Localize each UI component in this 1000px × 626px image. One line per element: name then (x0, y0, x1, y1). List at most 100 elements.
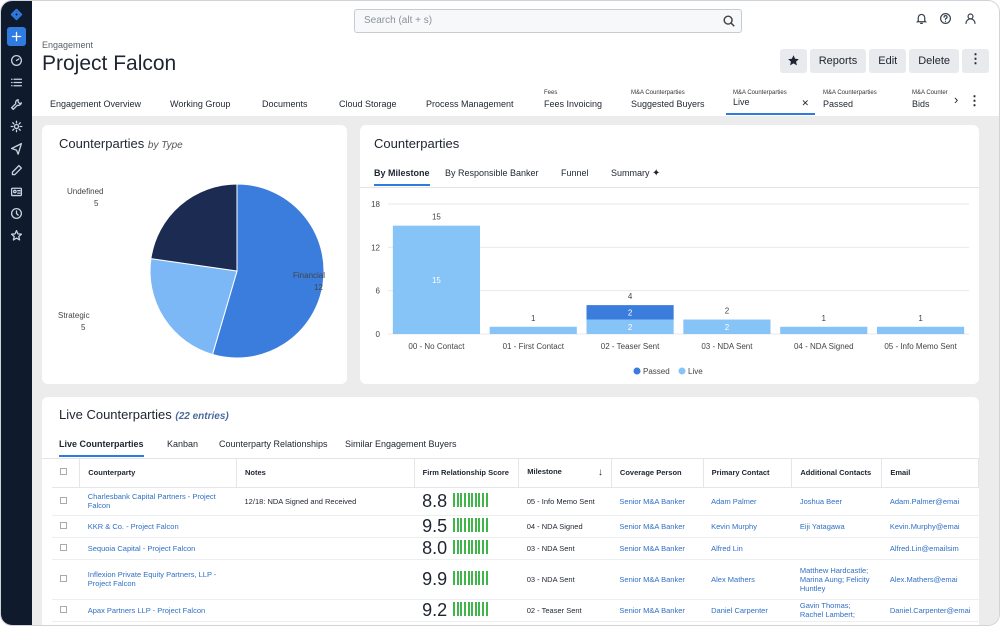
tab-engagement-overview[interactable]: Engagement Overview (50, 89, 145, 115)
tab-bids[interactable]: M&A Counter Bids (912, 89, 952, 115)
send-icon[interactable] (8, 140, 25, 157)
subtab-by-responsible-banker[interactable]: By Responsible Banker (445, 168, 539, 178)
search-icon[interactable] (722, 14, 736, 28)
favorite-button[interactable] (779, 49, 807, 73)
score-bar (460, 571, 463, 585)
cell-coverage[interactable]: Senior M&A Banker (619, 521, 685, 531)
cell-primary-contact[interactable]: Alfred Lin (711, 543, 743, 553)
close-tab-icon[interactable]: ✕ (801, 98, 809, 108)
score-bar (456, 540, 459, 554)
cell-additional-contacts[interactable]: Matthew Hardcastle; Marina Aung; Felicit… (799, 565, 870, 593)
list-icon[interactable] (8, 74, 25, 91)
col-coverage[interactable]: Coverage Person (611, 459, 704, 488)
cell-counterparty[interactable]: Charlesbank Capital Partners - Project F… (87, 492, 216, 510)
tab-process-management[interactable]: Process Management (426, 89, 521, 115)
reports-button[interactable]: Reports (809, 49, 867, 73)
cell-email[interactable]: Alfred.Lin@emailsim (889, 543, 959, 553)
cell-coverage[interactable]: Senior M&A Banker (619, 574, 685, 584)
list-tab-live[interactable]: Live Counterparties (59, 439, 144, 457)
tab-cloud-storage[interactable]: Cloud Storage (339, 89, 404, 115)
subtab-summary[interactable]: Summary ✦ (611, 168, 660, 179)
table-row[interactable]: KKR & Co. - Project Falcon 9.5 04 - NDA Si… (52, 515, 979, 538)
cell-email[interactable]: Alex.Mathers@emai (889, 574, 958, 584)
tab-passed[interactable]: M&A Counterparties Passed (823, 89, 898, 115)
delete-button[interactable]: Delete (909, 49, 959, 73)
add-icon[interactable] (7, 27, 26, 46)
wrench-icon[interactable] (8, 96, 25, 113)
cell-counterparty[interactable]: KKR & Co. - Project Falcon (87, 521, 179, 531)
cell-additional-contacts[interactable]: Gavin Thomas; Rachel Lambert; (799, 601, 855, 619)
score-bar (463, 493, 466, 507)
list-tab-similar-buyers[interactable]: Similar Engagement Buyers (345, 439, 457, 449)
search-input[interactable]: Search (alt + s) (354, 9, 742, 33)
cell-primary-contact[interactable]: Daniel Carpenter (711, 605, 768, 615)
help-icon[interactable] (939, 12, 952, 28)
col-score[interactable]: Firm Relationship Score (414, 459, 520, 488)
cell-additional-contacts-td: Matthew Hardcastle; Marina Aung; Felicit… (791, 559, 882, 600)
list-tab-kanban[interactable]: Kanban (167, 439, 199, 449)
list-title-text: Live Counterparties (59, 407, 172, 422)
tab-sup: M&A Counterparties (823, 90, 877, 96)
sort-down-icon[interactable]: ↓ (597, 467, 603, 479)
star-icon[interactable] (8, 227, 25, 244)
cell-primary-contact[interactable]: Adam Palmer (711, 496, 757, 506)
logo-icon[interactable] (8, 6, 25, 23)
cell-primary-contact[interactable]: Kevin Murphy (711, 521, 757, 531)
user-icon[interactable] (964, 12, 977, 28)
cell-email[interactable]: Kevin.Murphy@emai (889, 521, 960, 531)
cell-email[interactable]: Daniel.Carpenter@emai (889, 605, 971, 615)
tabs-more-icon[interactable]: ⋮ (968, 93, 981, 108)
cell-additional-contacts[interactable]: Joshua Beer (799, 496, 843, 506)
row-select-cell (52, 559, 80, 600)
edit-button[interactable]: Edit (869, 49, 907, 73)
cell-counterparty[interactable]: Sequoia Capital - Project Falcon (87, 543, 196, 553)
row-checkbox[interactable] (60, 496, 67, 504)
bell-icon[interactable] (915, 12, 928, 28)
pie-value-financial: 12 (314, 283, 323, 292)
cell-counterparty[interactable]: Inflexion Private Equity Partners, LLP -… (87, 570, 217, 588)
select-all-checkbox[interactable] (60, 468, 67, 476)
subtab-funnel[interactable]: Funnel (561, 168, 589, 178)
main-content: Counterparties by Type Financial 12 Strate… (32, 116, 999, 625)
tab-documents[interactable]: Documents (262, 89, 317, 115)
score-bar (463, 571, 466, 585)
col-additional-contacts[interactable]: Additional Contacts (791, 459, 883, 488)
tab-live[interactable]: M&A Counterparties Live ✕ (726, 89, 815, 115)
row-checkbox[interactable] (60, 574, 67, 582)
cell-coverage[interactable]: Senior M&A Banker (619, 496, 685, 506)
table-row[interactable]: Charlesbank Capital Partners - Project F… (52, 487, 979, 516)
cell-primary-contact[interactable]: Alex Mathers (711, 574, 755, 584)
row-checkbox[interactable] (60, 543, 67, 551)
subtab-by-milestone[interactable]: By Milestone (374, 168, 430, 186)
select-all-header[interactable] (52, 459, 81, 488)
breadcrumb[interactable]: Engagement (42, 40, 94, 50)
cell-coverage[interactable]: Senior M&A Banker (619, 543, 685, 553)
row-checkbox[interactable] (60, 521, 67, 529)
table-row[interactable]: Apax Partners LLP - Project Falcon 9.2 02 … (52, 599, 979, 622)
col-primary-contact[interactable]: Primary Contact (703, 459, 793, 488)
more-menu-button[interactable]: ⋮ (962, 49, 989, 73)
pen-icon[interactable] (8, 162, 25, 179)
row-checkbox[interactable] (60, 605, 67, 613)
history-icon[interactable] (8, 205, 25, 222)
tab-working-group[interactable]: Working Group (170, 89, 240, 115)
cell-additional-contacts[interactable]: Eiji Yatagawa (799, 521, 845, 531)
cell-counterparty[interactable]: Apax Partners LLP - Project Falcon (87, 605, 206, 615)
table-row[interactable]: Inflexion Private Equity Partners, LLP -… (52, 559, 979, 600)
id-card-icon[interactable] (8, 183, 25, 200)
table-row[interactable]: Sequoia Capital - Project Falcon 8.0 03 - … (52, 537, 979, 560)
col-notes[interactable]: Notes (236, 459, 415, 488)
cell-email[interactable]: Adam.Palmer@emai (889, 496, 960, 506)
gear-icon[interactable] (8, 118, 25, 135)
list-tab-relationships[interactable]: Counterparty Relationships (219, 439, 328, 449)
tab-fees-invoicing[interactable]: Fees Fees Invoicing (544, 89, 609, 115)
cell-coverage[interactable]: Senior M&A Banker (619, 605, 685, 615)
col-counterparty[interactable]: Counterparty (79, 459, 238, 488)
col-milestone[interactable]: Milestone ↓ (518, 459, 612, 488)
col-email[interactable]: Email (881, 459, 979, 488)
tab-suggested-buyers[interactable]: M&A Counterparties Suggested Buyers (631, 89, 716, 115)
score-bar (460, 518, 463, 532)
chevron-right-icon[interactable]: › (954, 92, 959, 107)
dashboard-icon[interactable] (8, 52, 25, 69)
score-bar (453, 518, 456, 532)
